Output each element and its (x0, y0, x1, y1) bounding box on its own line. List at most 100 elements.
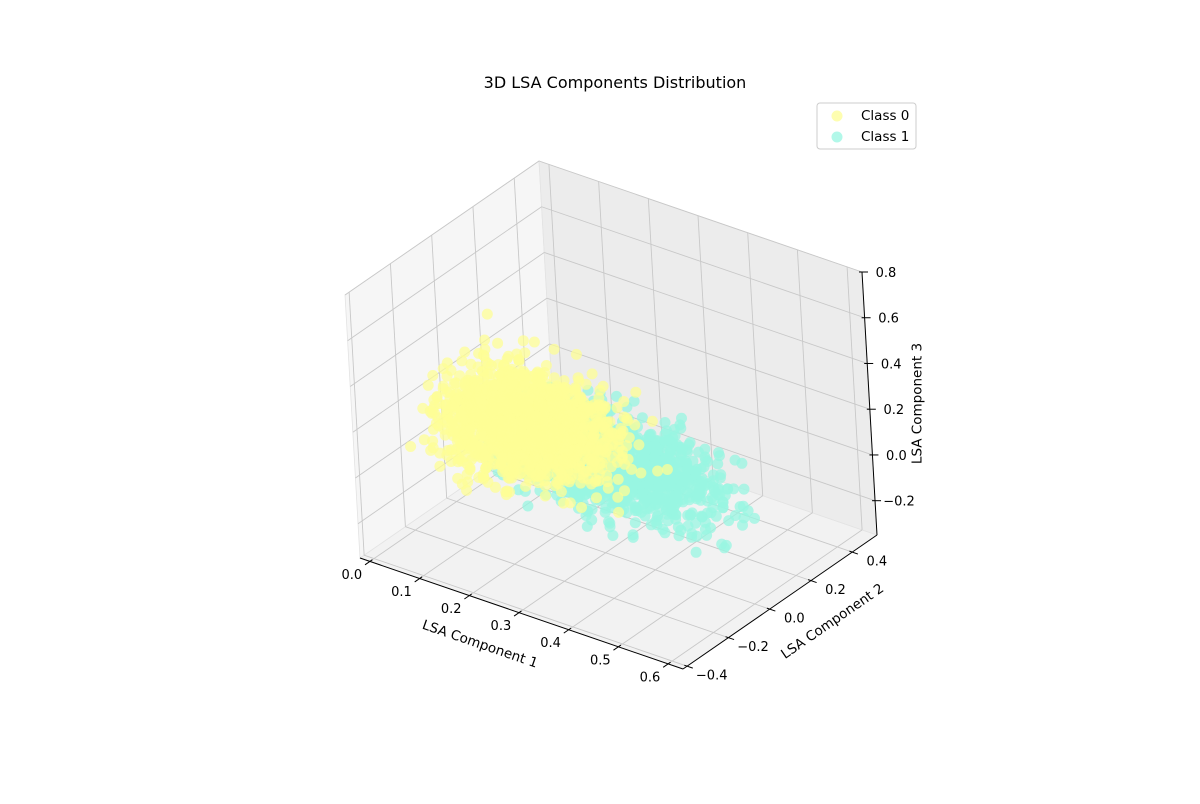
data-point (629, 517, 641, 529)
data-point (425, 444, 437, 456)
data-point (451, 394, 463, 406)
data-point (670, 457, 682, 469)
data-point (492, 441, 504, 453)
data-point (464, 462, 476, 474)
data-point (578, 396, 590, 408)
x-tick-label: 0.0 (341, 568, 362, 583)
data-point (713, 450, 725, 462)
data-point (535, 399, 547, 411)
grid-line-y (446, 497, 770, 610)
data-point (717, 501, 729, 513)
data-point (690, 546, 702, 558)
data-point (562, 445, 574, 457)
data-point (652, 465, 664, 477)
data-point (592, 400, 604, 412)
data-point (617, 425, 629, 437)
data-point (483, 453, 495, 465)
data-point (465, 369, 477, 381)
data-point (701, 507, 713, 519)
data-point (687, 455, 699, 467)
data-point (749, 512, 760, 524)
data-point (633, 439, 645, 451)
data-point (498, 360, 509, 371)
data-point (478, 372, 490, 384)
x-tick (513, 610, 522, 617)
x-tick-label: 0.6 (640, 670, 661, 685)
data-point (651, 511, 663, 523)
legend-label-class-0: Class 0 (861, 108, 909, 124)
x-axis-line (359, 557, 684, 670)
data-point (643, 430, 655, 442)
data-point (558, 497, 569, 509)
data-point (560, 403, 571, 415)
data-point (439, 429, 451, 441)
grid-line-y (363, 554, 688, 667)
data-point (584, 405, 595, 417)
grid-line-x (647, 198, 664, 462)
x-tick (613, 644, 622, 651)
data-point (461, 423, 473, 435)
grid-line-x (598, 181, 615, 445)
data-point (573, 469, 585, 481)
data-point (479, 343, 491, 355)
grid-line-x (667, 529, 863, 665)
data-point (456, 355, 468, 367)
data-point (659, 434, 671, 446)
data-point (500, 486, 512, 498)
data-point (606, 427, 618, 439)
data-point (594, 444, 606, 456)
data-point (424, 405, 436, 417)
data-point (576, 434, 588, 446)
x-tick-label: 0.3 (491, 619, 512, 634)
y-tick (849, 550, 859, 555)
data-point (502, 471, 514, 483)
data-point (497, 451, 508, 463)
data-point (738, 483, 750, 495)
data-point (650, 494, 662, 505)
data-point (630, 386, 642, 398)
y-tick-label: 0.0 (784, 612, 805, 627)
grid-line-x (697, 215, 714, 479)
data-point (481, 308, 493, 320)
data-point (485, 398, 497, 410)
data-point (636, 412, 648, 424)
data-point (441, 357, 453, 369)
data-point (465, 443, 477, 455)
data-point (593, 433, 605, 445)
chart-title: 3D LSA Components Distribution (484, 73, 747, 92)
data-point (684, 437, 696, 448)
data-point (490, 379, 502, 391)
data-point (441, 409, 453, 421)
z-tick-label: 0.6 (878, 312, 899, 327)
data-point (595, 412, 607, 423)
x-tick (563, 627, 572, 634)
x-tick (414, 576, 423, 583)
data-point (526, 467, 538, 479)
z-tick-label: 0.2 (883, 403, 904, 418)
data-point (590, 474, 602, 486)
data-point (701, 529, 713, 541)
data-point (578, 421, 590, 432)
data-point (478, 471, 490, 483)
data-point (601, 476, 613, 488)
data-point (548, 343, 560, 355)
grid-line-z (541, 206, 865, 319)
x-tick (364, 559, 373, 566)
x-axis-label: LSA Component 1 (420, 617, 540, 672)
data-point (441, 370, 453, 382)
data-point (742, 505, 754, 517)
data-point (479, 334, 490, 346)
grid-line-y (348, 292, 365, 556)
z-tick-label: 0.8 (876, 266, 897, 281)
data-point (659, 417, 671, 428)
data-point (715, 469, 727, 481)
data-point (481, 419, 493, 431)
data-point (518, 369, 530, 381)
data-point (682, 520, 694, 532)
data-point (613, 506, 625, 518)
legend-marker-class-1 (831, 131, 843, 143)
data-point (540, 360, 552, 371)
data-point (686, 531, 698, 543)
x-tick (464, 593, 473, 600)
